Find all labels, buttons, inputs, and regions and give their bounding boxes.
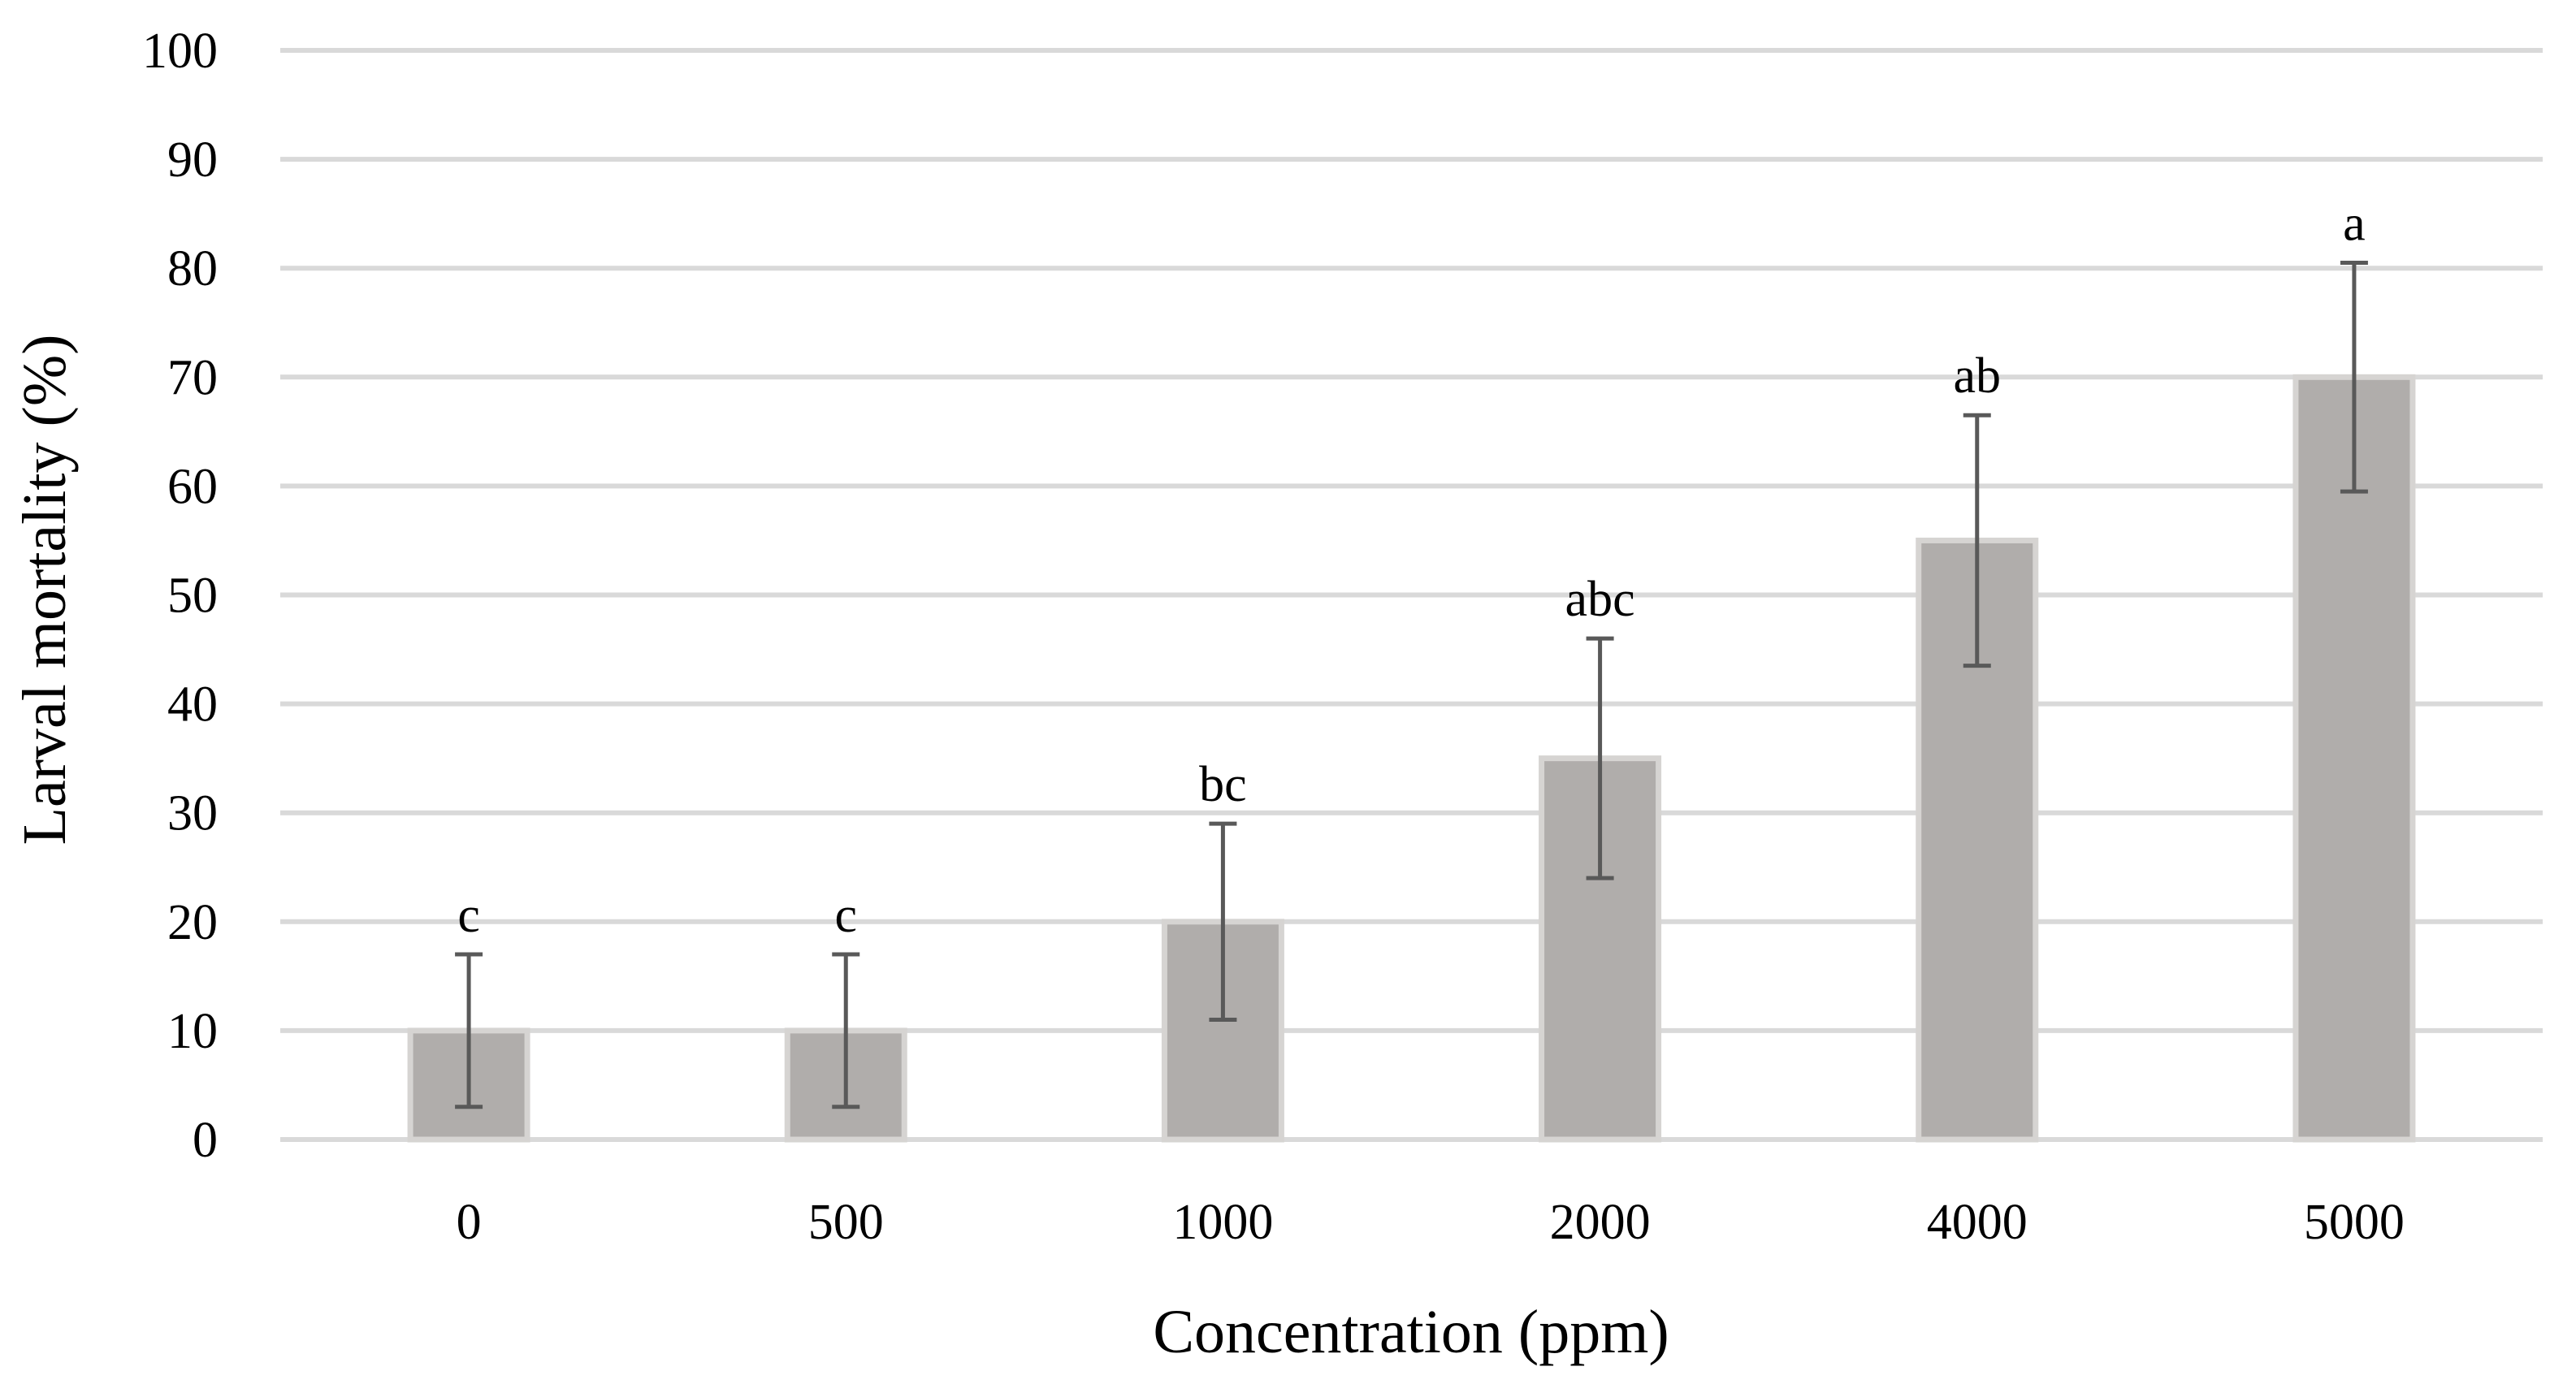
- significance-label-1000: bc: [1199, 757, 1247, 812]
- y-tick-label: 10: [167, 1004, 218, 1059]
- y-tick-label: 0: [193, 1113, 218, 1168]
- x-axis-tick-labels: 0 500 1000 2000 4000 5000: [457, 1195, 2405, 1250]
- error-bars: [455, 260, 2368, 1109]
- significance-label-500: c: [834, 888, 857, 943]
- bars: [407, 374, 2416, 1143]
- y-tick-label: 100: [142, 24, 218, 79]
- x-tick-label-2000: 2000: [1550, 1195, 1651, 1250]
- x-axis-title: Concentration (ppm): [1153, 1298, 1669, 1366]
- x-tick-label-0: 0: [457, 1195, 482, 1250]
- y-tick-label: 90: [167, 132, 218, 188]
- y-axis-title: Larval mortality (%): [11, 335, 79, 846]
- x-tick-label-500: 500: [808, 1195, 884, 1250]
- significance-labels: c c bc abc ab a: [457, 196, 2365, 943]
- significance-label-2000: abc: [1565, 572, 1635, 627]
- significance-label-4000: ab: [1953, 348, 2001, 404]
- y-tick-label: 60: [167, 459, 218, 514]
- y-axis-tick-labels: 0 10 20 30 40 50 60 70 80 90 100: [142, 24, 218, 1168]
- significance-label-5000: a: [2343, 196, 2366, 251]
- y-tick-label: 70: [167, 350, 218, 405]
- y-tick-label: 30: [167, 786, 218, 841]
- y-tick-label: 50: [167, 569, 218, 624]
- x-tick-label-1000: 1000: [1172, 1195, 1273, 1250]
- x-tick-label-5000: 5000: [2304, 1195, 2405, 1250]
- y-tick-label: 20: [167, 895, 218, 950]
- y-tick-label: 40: [167, 677, 218, 733]
- x-tick-label-4000: 4000: [1927, 1195, 2028, 1250]
- significance-label-0: c: [457, 888, 480, 943]
- y-tick-label: 80: [167, 241, 218, 296]
- gridlines: [280, 48, 2543, 1142]
